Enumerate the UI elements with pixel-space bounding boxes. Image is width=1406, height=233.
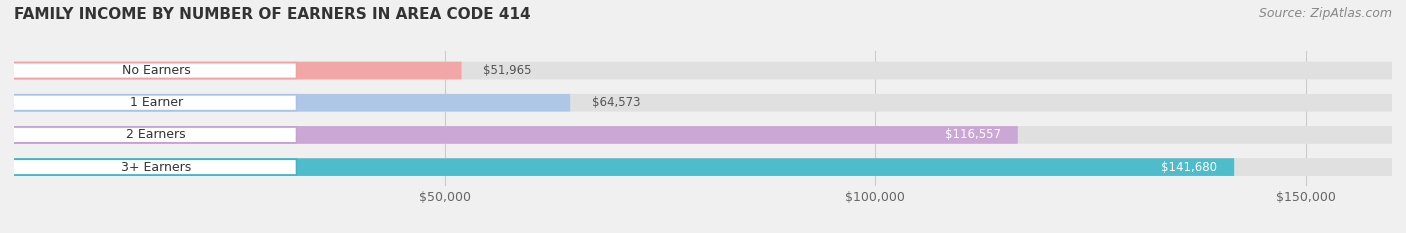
FancyBboxPatch shape <box>13 159 297 175</box>
FancyBboxPatch shape <box>14 158 1234 176</box>
FancyBboxPatch shape <box>13 127 297 143</box>
Text: FAMILY INCOME BY NUMBER OF EARNERS IN AREA CODE 414: FAMILY INCOME BY NUMBER OF EARNERS IN AR… <box>14 7 530 22</box>
FancyBboxPatch shape <box>14 94 571 112</box>
FancyBboxPatch shape <box>13 95 297 111</box>
Text: 3+ Earners: 3+ Earners <box>121 161 191 174</box>
Text: 2 Earners: 2 Earners <box>127 128 186 141</box>
Text: $51,965: $51,965 <box>484 64 531 77</box>
Text: No Earners: No Earners <box>122 64 191 77</box>
Text: $116,557: $116,557 <box>945 128 1001 141</box>
FancyBboxPatch shape <box>14 126 1392 144</box>
Text: $141,680: $141,680 <box>1161 161 1218 174</box>
FancyBboxPatch shape <box>14 94 1392 112</box>
Text: Source: ZipAtlas.com: Source: ZipAtlas.com <box>1258 7 1392 20</box>
FancyBboxPatch shape <box>14 126 1018 144</box>
FancyBboxPatch shape <box>14 62 461 79</box>
FancyBboxPatch shape <box>13 63 297 79</box>
FancyBboxPatch shape <box>14 158 1392 176</box>
Text: $64,573: $64,573 <box>592 96 640 109</box>
FancyBboxPatch shape <box>14 62 1392 79</box>
Text: 1 Earner: 1 Earner <box>129 96 183 109</box>
